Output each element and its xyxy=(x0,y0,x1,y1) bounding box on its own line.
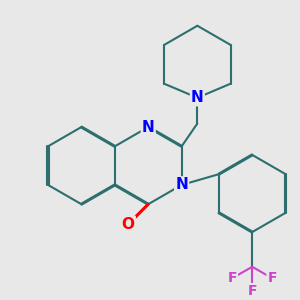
Text: N: N xyxy=(191,90,204,105)
Text: F: F xyxy=(227,271,237,285)
Text: F: F xyxy=(268,271,277,285)
Text: O: O xyxy=(122,217,135,232)
Text: N: N xyxy=(142,119,155,134)
Text: N: N xyxy=(175,177,188,192)
Text: F: F xyxy=(248,284,257,298)
